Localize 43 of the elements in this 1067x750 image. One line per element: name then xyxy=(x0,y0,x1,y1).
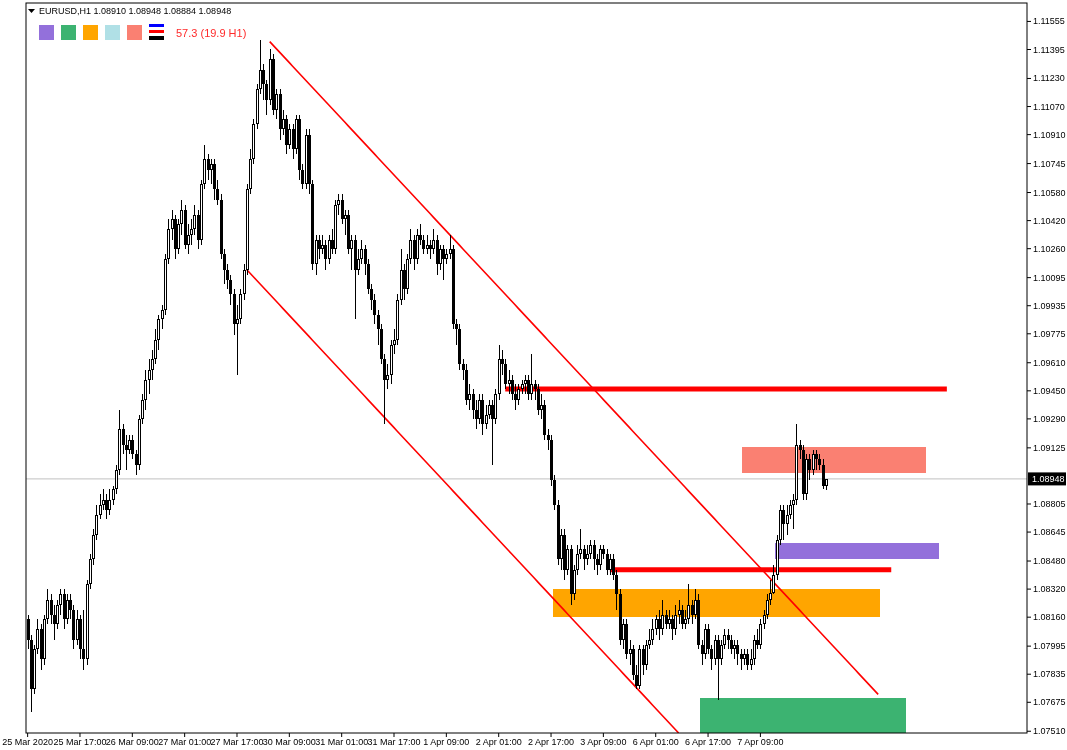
x-tick-label: 31 Mar 01:00 xyxy=(315,737,369,747)
y-tick-label: 1.09610 xyxy=(1033,357,1066,368)
y-tick-label: 1.09935 xyxy=(1033,300,1066,311)
chart-title: EURUSD,H1 1.08910 1.08948 1.08884 1.08948 xyxy=(39,6,232,16)
y-tick-label: 1.10910 xyxy=(1033,129,1066,140)
x-tick-label: 2 Apr 17:00 xyxy=(528,737,575,747)
y-tick-label: 1.07835 xyxy=(1033,669,1066,680)
x-tick-label: 3 Apr 09:00 xyxy=(580,737,627,747)
y-tick-label: 1.07675 xyxy=(1033,697,1066,708)
y-tick-label: 1.08160 xyxy=(1033,612,1066,623)
x-tick-label: 25 Mar 2020 xyxy=(2,737,53,747)
x-tick-label: 1 Apr 09:00 xyxy=(423,737,470,747)
y-tick-label: 1.09450 xyxy=(1033,385,1066,396)
y-tick-label: 1.09290 xyxy=(1033,413,1066,424)
y-tick-label: 1.09775 xyxy=(1033,328,1066,339)
y-tick-label: 1.07995 xyxy=(1033,641,1066,652)
y-tick-label: 1.10095 xyxy=(1033,272,1066,283)
x-tick-label: 6 Apr 01:00 xyxy=(632,737,679,747)
y-tick-label: 1.10260 xyxy=(1033,243,1066,254)
y-tick-label: 1.08645 xyxy=(1033,527,1066,538)
y-tick-label: 1.10420 xyxy=(1033,215,1066,226)
ref-line-label: 1.08948 xyxy=(1032,473,1065,484)
x-tick-label: 26 Mar 09:00 xyxy=(105,737,159,747)
x-tick-label: 2 Apr 01:00 xyxy=(475,737,522,747)
x-tick-label: 6 Apr 17:00 xyxy=(685,737,732,747)
x-tick-label: 27 Mar 01:00 xyxy=(158,737,212,747)
y-tick-label: 1.07510 xyxy=(1033,726,1066,737)
y-tick-label: 1.08805 xyxy=(1033,499,1066,509)
y-tick-label: 1.10745 xyxy=(1033,158,1066,169)
x-tick-label: 31 Mar 17:00 xyxy=(367,737,421,747)
y-tick-label: 1.09125 xyxy=(1033,442,1066,453)
y-tick-label: 1.11395 xyxy=(1033,44,1065,55)
y-tick-label: 1.11555 xyxy=(1033,16,1065,27)
y-tick-label: 1.11070 xyxy=(1033,101,1065,112)
x-tick-label: 25 Mar 17:00 xyxy=(53,737,107,747)
y-tick-label: 1.08320 xyxy=(1033,584,1066,595)
x-tick-label: 27 Mar 17:00 xyxy=(210,737,264,747)
y-tick-label: 1.10580 xyxy=(1033,187,1066,198)
y-tick-label: 1.08480 xyxy=(1033,556,1066,567)
x-tick-label: 7 Apr 09:00 xyxy=(737,737,784,747)
annotation: 57.3 (19.9 H1) xyxy=(176,27,247,39)
x-tick-label: 30 Mar 09:00 xyxy=(262,737,316,747)
y-tick-label: 1.11230 xyxy=(1033,73,1065,84)
